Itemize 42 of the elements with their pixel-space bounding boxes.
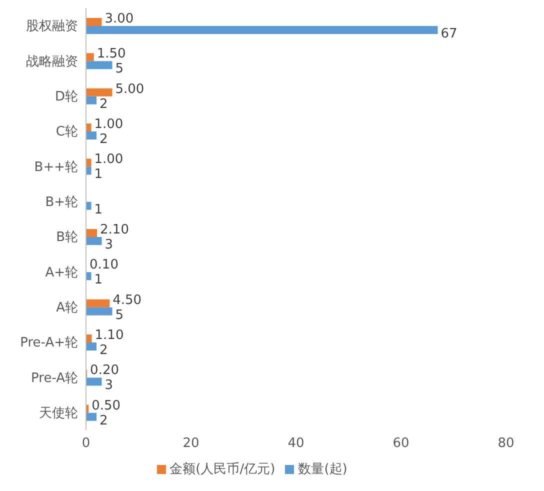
data-label: 3.00: [104, 12, 134, 27]
data-label: 1: [94, 167, 103, 182]
data-label: 1: [94, 272, 103, 288]
x-tick-label: 40: [288, 436, 304, 452]
y-tick-label: Pre-A+轮: [20, 336, 78, 351]
legend-label: 数量(起): [298, 462, 348, 477]
y-tick-label: A轮: [56, 300, 78, 316]
data-label: 1.00: [94, 152, 124, 168]
data-label: 3: [104, 238, 114, 253]
data-label: 2: [100, 96, 108, 112]
data-label: 3: [104, 378, 114, 394]
data-label: 0.10: [90, 258, 118, 273]
y-tick-label: B+轮: [45, 195, 78, 210]
y-tick-label: D轮: [54, 90, 78, 105]
x-tick-label: 60: [392, 436, 410, 452]
x-tick-label: 20: [182, 436, 200, 452]
data-label: 0.20: [90, 363, 120, 378]
data-label: 2.10: [100, 222, 129, 238]
x-tick-label: 0: [82, 436, 90, 452]
data-label: 2: [100, 343, 108, 358]
y-tick-label: B++轮: [34, 160, 78, 175]
y-tick-label: A+轮: [45, 265, 78, 280]
y-tick-label: C轮: [56, 124, 78, 140]
data-label: 1.10: [94, 328, 124, 344]
legend-label: 金额(人民币/亿元): [170, 462, 276, 477]
data-label: 2: [100, 413, 108, 428]
data-label: 2: [100, 132, 108, 148]
data-label: 67: [440, 26, 458, 42]
data-label: 0.50: [92, 398, 121, 414]
data-label: 5.00: [115, 82, 144, 97]
data-label: 5: [115, 308, 124, 323]
y-tick-label: 股权融资: [26, 19, 78, 34]
x-tick-label: 80: [498, 436, 514, 452]
data-label: 4.50: [112, 292, 142, 308]
y-tick-label: B轮: [56, 230, 78, 246]
y-tick-label: Pre-A轮: [31, 370, 78, 386]
data-label: 1.00: [94, 117, 124, 132]
data-label: 5: [115, 62, 124, 77]
data-label: 1: [94, 202, 103, 218]
data-label: 1.50: [96, 46, 126, 62]
y-tick-label: 天使轮: [39, 406, 78, 422]
y-tick-label: 战略融资: [26, 54, 78, 70]
